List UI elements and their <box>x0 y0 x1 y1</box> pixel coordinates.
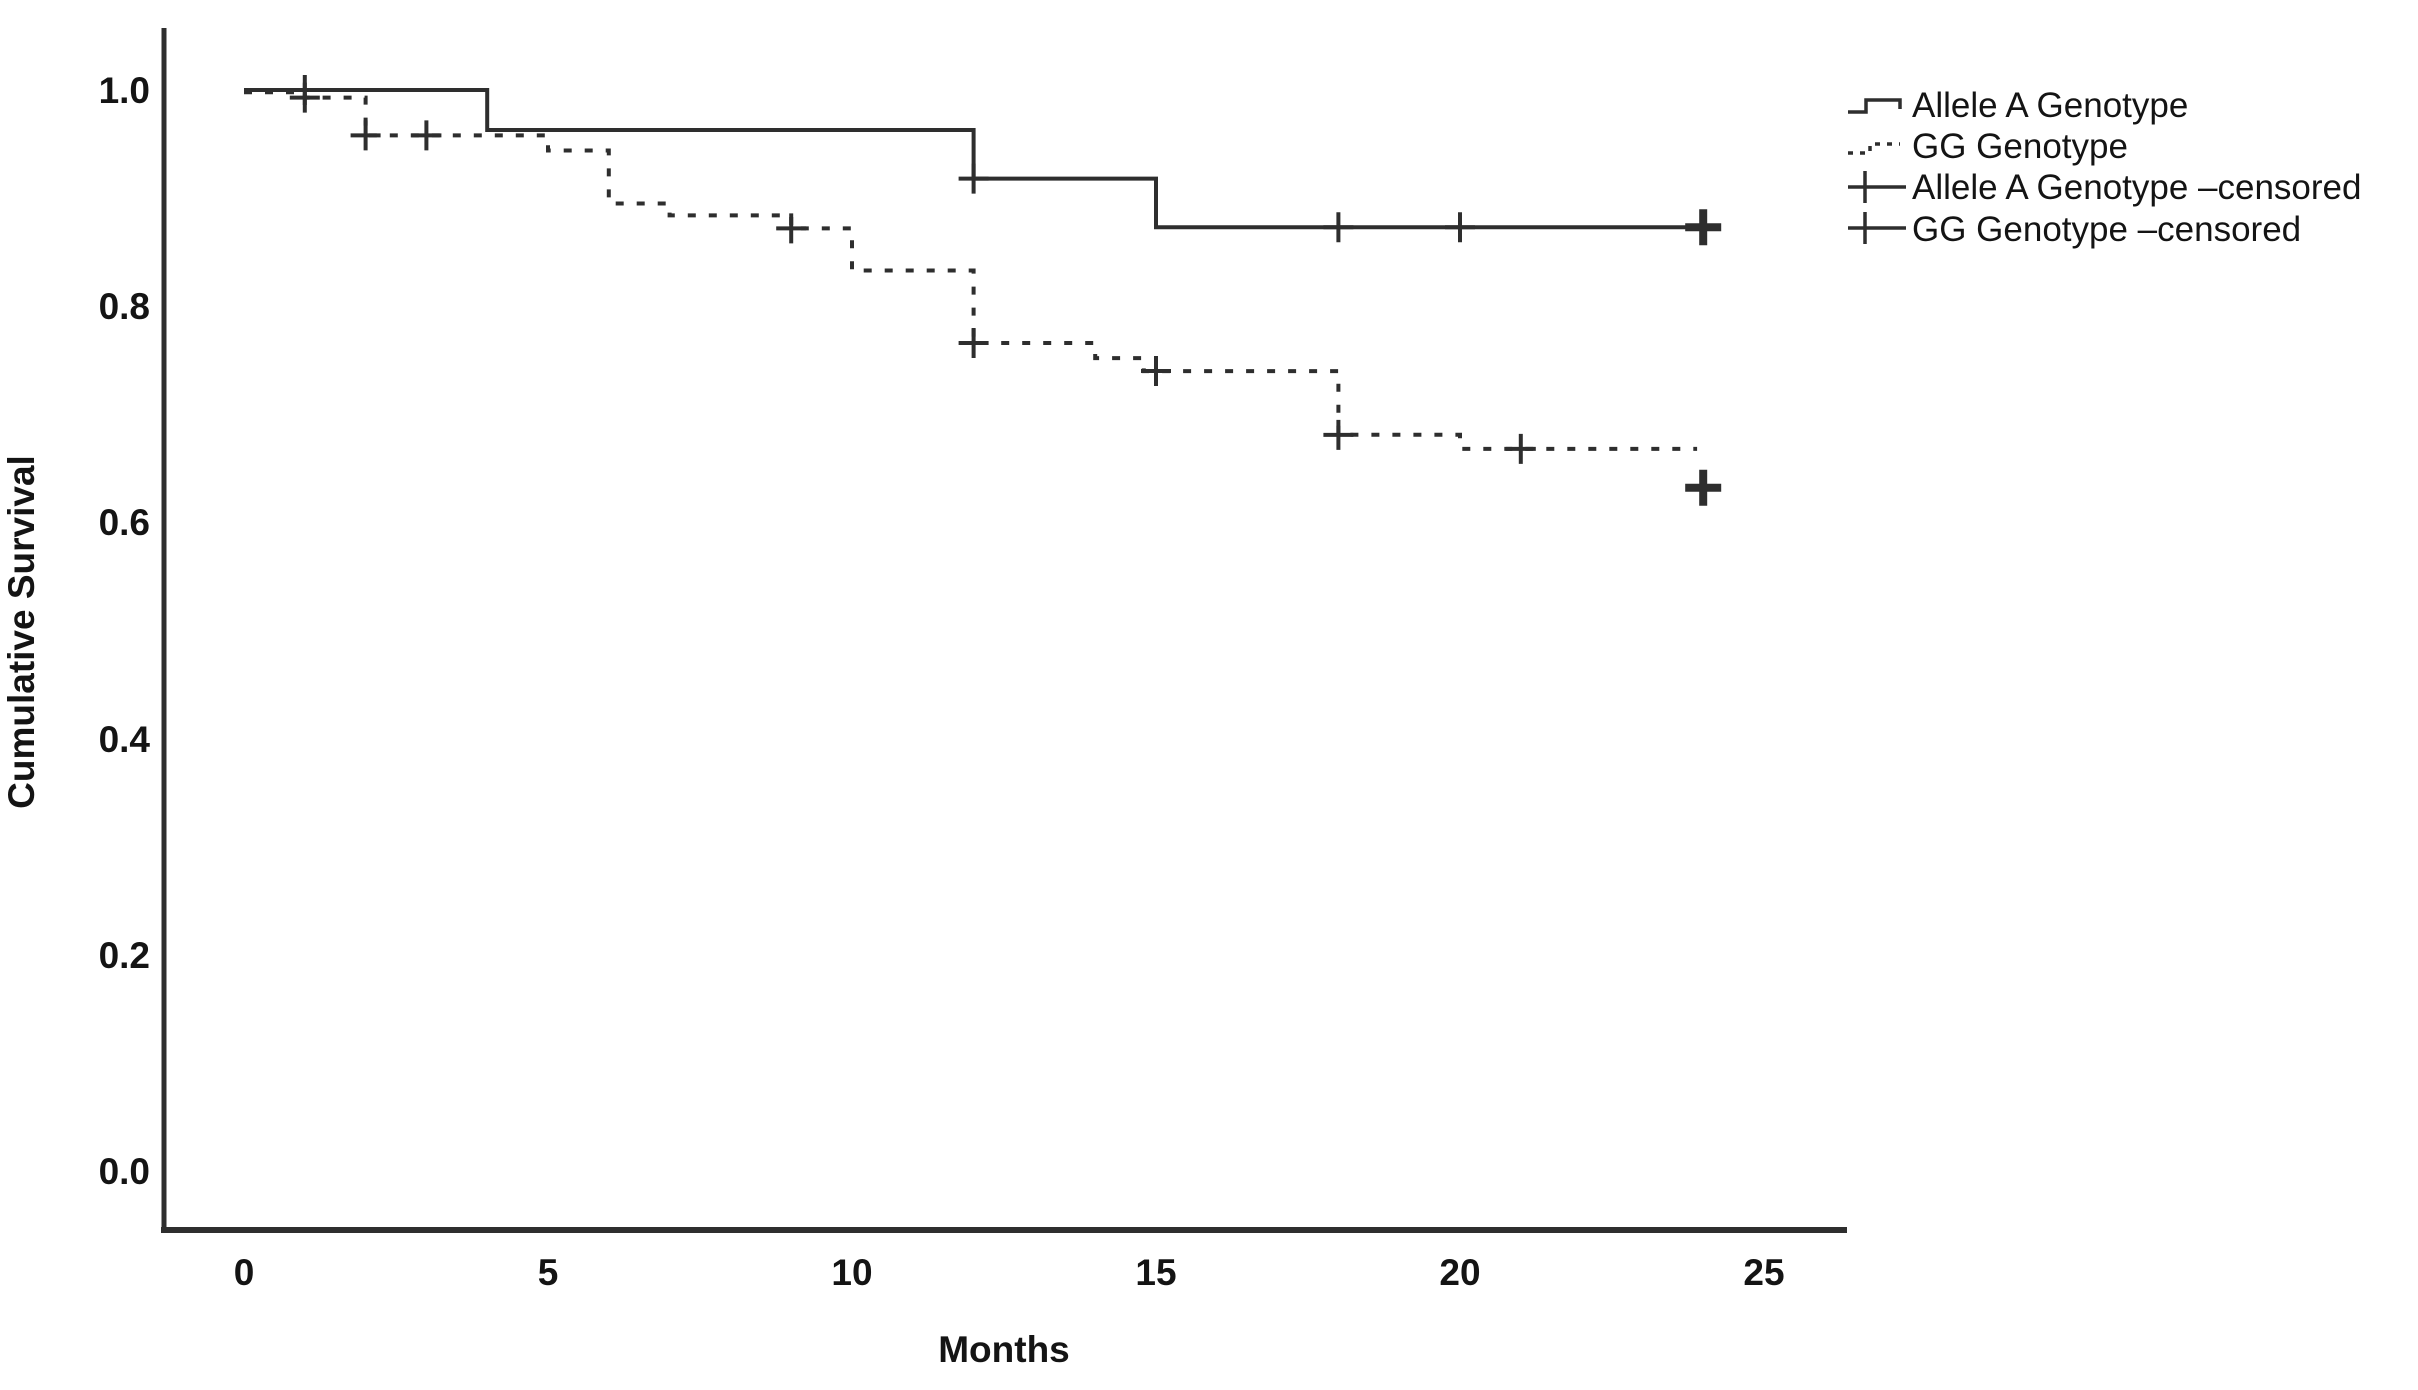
legend-item-gg: GG Genotype <box>1848 127 2128 166</box>
legend-label: GG Genotype <box>1912 127 2128 166</box>
censor-mark <box>289 82 320 113</box>
censor-mark <box>1685 469 1722 506</box>
legend-item-gg-censored: GG Genotype –censored <box>1848 210 2301 249</box>
x-tick-label: 10 <box>831 1252 872 1293</box>
y-tick-label: 0.4 <box>99 719 151 760</box>
x-axis-tick-labels: 0 5 10 15 20 25 <box>234 1252 1785 1293</box>
censor-mark <box>1685 209 1722 246</box>
censor-mark <box>1445 212 1475 243</box>
censor-marks-allele-a-genotype <box>289 75 1722 246</box>
censor-mark <box>1323 419 1354 450</box>
legend-label: Allele A Genotype <box>1912 86 2188 125</box>
censor-marks-gg-genotype <box>289 82 1722 506</box>
x-tick-label: 5 <box>538 1252 559 1293</box>
censor-mark <box>350 120 381 151</box>
dashed-step-line-glyph <box>1848 142 1900 155</box>
y-tick-label: 0.8 <box>99 286 150 327</box>
axes <box>161 28 1847 1233</box>
legend-label: GG Genotype –censored <box>1912 210 2301 249</box>
x-tick-label: 25 <box>1743 1252 1784 1293</box>
line-with-plus-glyph <box>1848 212 1906 244</box>
censor-mark <box>958 327 989 358</box>
censor-mark <box>958 163 989 194</box>
y-tick-label: 0.6 <box>99 502 150 543</box>
y-axis-tick-labels: 1.0 0.8 0.6 0.4 0.2 0.0 <box>99 70 151 1192</box>
x-tick-label: 15 <box>1135 1252 1176 1293</box>
y-axis-title: Cumulative Survival <box>1 455 42 809</box>
y-tick-label: 0.2 <box>99 935 150 976</box>
legend: Allele A Genotype GG Genotype Allele A G… <box>1848 86 2361 249</box>
x-axis-title: Months <box>938 1329 1070 1370</box>
legend-item-allele-a: Allele A Genotype <box>1848 86 2188 125</box>
line-with-plus-glyph <box>1848 171 1906 203</box>
solid-step-line-glyph <box>1848 98 1902 114</box>
x-tick-label: 0 <box>234 1252 255 1293</box>
series-allele-a-genotype <box>244 88 1716 230</box>
curve-allele-a-genotype <box>244 88 1716 230</box>
censor-mark <box>1505 433 1536 464</box>
y-tick-label: 0.0 <box>99 1151 150 1192</box>
series-gg-genotype <box>244 90 1698 451</box>
legend-item-allele-a-censored: Allele A Genotype –censored <box>1848 168 2361 207</box>
curve-gg-genotype <box>244 90 1698 451</box>
x-tick-label: 20 <box>1439 1252 1480 1293</box>
legend-label: Allele A Genotype –censored <box>1912 168 2361 207</box>
censor-mark <box>776 213 807 244</box>
censor-mark <box>1141 356 1171 387</box>
y-tick-label: 1.0 <box>99 70 150 111</box>
censor-mark <box>411 120 442 151</box>
censor-mark <box>1323 212 1354 243</box>
